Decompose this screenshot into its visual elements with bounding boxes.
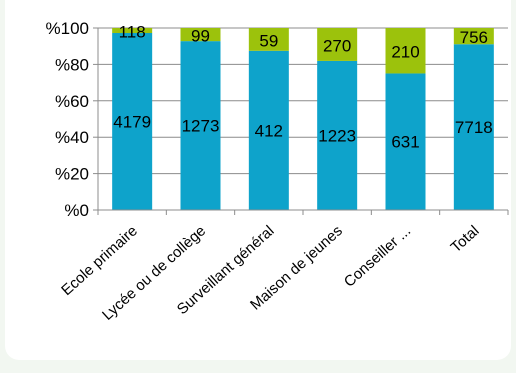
y-tick-label: %20 — [55, 165, 89, 184]
axes — [93, 27, 509, 215]
data-label: 99 — [191, 27, 210, 46]
data-label: 270 — [323, 36, 351, 55]
y-tick-label: %100 — [46, 19, 89, 38]
bar-segment-2 — [317, 28, 358, 61]
data-label: 210 — [391, 43, 419, 62]
data-label: 4179 — [113, 112, 151, 131]
data-label: 756 — [460, 28, 488, 47]
data-labels: 4179 118 1273 99 412 59 1223 270 631 210 7718 756 — [113, 22, 492, 151]
y-tick-label: %80 — [55, 55, 89, 74]
x-tick-label: Conseiller ... — [341, 222, 414, 290]
bar-segment-2 — [453, 28, 494, 45]
bar-segment-1 — [180, 41, 221, 210]
y-tick-label: %0 — [64, 201, 89, 220]
y-tick-label: %40 — [55, 128, 89, 147]
bar-segment-1 — [317, 60, 358, 210]
data-label: 1223 — [318, 126, 356, 145]
bar-segment-2 — [385, 28, 426, 74]
bars — [112, 28, 494, 211]
bar-segment-2 — [112, 28, 153, 33]
data-label: 59 — [259, 31, 278, 50]
bar-segment-1 — [112, 32, 153, 210]
y-tick-labels: %0 %20 %40 %60 %80 %100 — [46, 19, 89, 220]
bar-segment-1 — [453, 44, 494, 210]
bar-segment-2 — [248, 28, 289, 51]
data-label: 412 — [255, 121, 283, 140]
data-label: 118 — [119, 22, 146, 41]
x-tick-label: Total — [448, 222, 483, 256]
y-tick-label: %60 — [55, 92, 89, 111]
gridlines — [98, 27, 508, 175]
data-label: 1273 — [182, 117, 220, 136]
bar-segment-1 — [248, 50, 289, 210]
data-label: 631 — [391, 133, 419, 152]
bar-segment-2 — [180, 28, 221, 42]
data-label: 7718 — [455, 118, 493, 137]
bar-segment-1 — [385, 73, 426, 211]
